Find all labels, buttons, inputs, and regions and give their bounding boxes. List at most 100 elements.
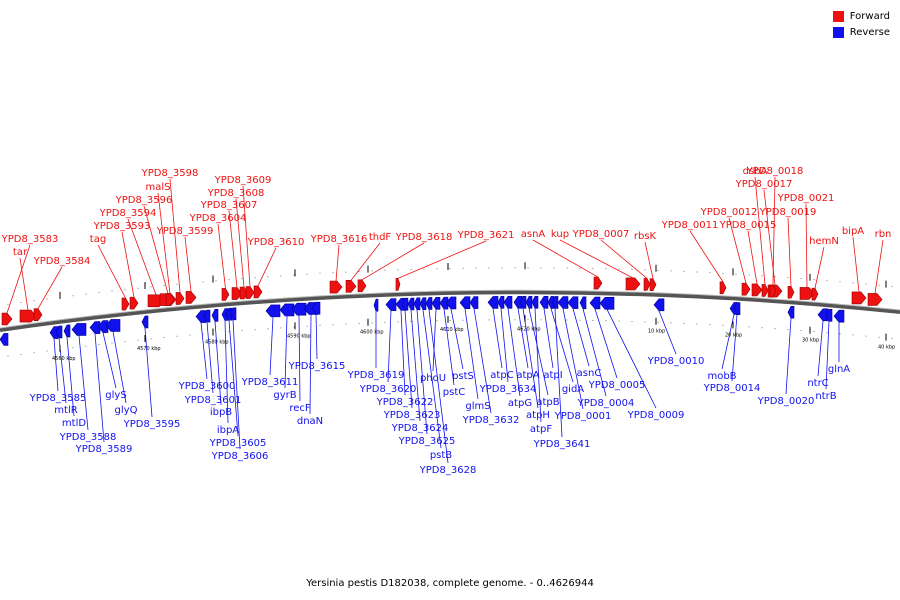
reverse-gene-label: mtlD bbox=[62, 418, 86, 429]
label-leader bbox=[852, 236, 860, 292]
reverse-gene-label: atpB bbox=[536, 397, 559, 408]
reverse-gene-label: asnC bbox=[577, 368, 602, 379]
label-leader bbox=[825, 321, 830, 390]
reverse-gene-label: YPD8_0014 bbox=[703, 383, 761, 394]
reverse-gene-arrow bbox=[733, 302, 741, 315]
reverse-gene-arrow bbox=[445, 296, 457, 310]
label-leader bbox=[443, 309, 455, 386]
tick-label: 4580 kbp bbox=[205, 340, 229, 346]
forward-gene-arrow bbox=[345, 280, 357, 293]
reverse-gene-label: YPD8_3620 bbox=[359, 384, 417, 395]
label-leader bbox=[689, 230, 724, 283]
label-leader bbox=[206, 321, 214, 394]
reverse-gene-label: YPD8_0005 bbox=[588, 380, 646, 391]
tick-label: 4610 kbp bbox=[440, 327, 464, 333]
forward-gene-label: YPD8_3599 bbox=[156, 226, 214, 237]
reverse-gene-arrow bbox=[141, 315, 149, 329]
reverse-gene-label: YPD8_3624 bbox=[391, 423, 449, 434]
forward-gene-label: thdF bbox=[369, 232, 392, 243]
reverse-gene-label: glnA bbox=[828, 364, 850, 375]
reverse-gene-label: glyS bbox=[105, 390, 126, 401]
label-leader bbox=[754, 176, 766, 285]
reverse-gene-label: YPD8_3611 bbox=[241, 377, 299, 388]
forward-gene-label: YPD8_3616 bbox=[310, 234, 368, 245]
label-leader bbox=[242, 185, 251, 287]
label-leader bbox=[582, 308, 607, 397]
reverse-gene-arrow bbox=[265, 304, 281, 318]
forward-gene-label: rbn bbox=[875, 229, 892, 240]
reverse-gene-label: YPD8_3606 bbox=[211, 451, 269, 462]
figure-caption: Yersinia pestis D182038, complete genome… bbox=[306, 578, 594, 589]
reverse-gene-label: YPD8_3619 bbox=[347, 370, 405, 381]
forward-gene-arrow bbox=[33, 308, 43, 322]
tick-label: 30 kbp bbox=[802, 338, 819, 344]
label-leader bbox=[350, 242, 381, 281]
forward-gene-arrow bbox=[221, 288, 230, 301]
forward-gene-arrow bbox=[19, 309, 37, 323]
reverse-gene-arrow bbox=[497, 296, 505, 309]
forward-gene-label: YPD8_3607 bbox=[200, 200, 258, 211]
reverse-gene-arrow bbox=[63, 324, 71, 338]
reverse-gene-label: atpI bbox=[543, 370, 562, 381]
forward-gene-label: malS bbox=[146, 182, 171, 193]
label-leader bbox=[543, 308, 554, 369]
reverse-gene-arrow bbox=[431, 297, 441, 310]
reverse-gene-label: YPD8_3601 bbox=[184, 395, 242, 406]
label-leader bbox=[534, 308, 542, 423]
label-leader bbox=[217, 223, 226, 289]
forward-gene-arrow bbox=[129, 296, 139, 310]
forward-gene-label: bipA bbox=[842, 226, 864, 237]
reverse-gene-arrow bbox=[279, 303, 295, 317]
reverse-gene-label: YPD8_3600 bbox=[178, 381, 236, 392]
forward-gene-label: YPD8_3594 bbox=[99, 208, 157, 219]
reverse-gene-label: dnaN bbox=[297, 416, 323, 427]
reverse-gene-arrow bbox=[71, 323, 87, 336]
reverse-gene-arrow bbox=[825, 308, 833, 322]
forward-gene-label: YPD8_3610 bbox=[247, 237, 305, 248]
label-leader bbox=[410, 309, 421, 422]
label-leader bbox=[562, 308, 584, 410]
reverse-gene-arrow bbox=[599, 296, 615, 310]
label-leader bbox=[157, 192, 171, 294]
label-leader bbox=[644, 241, 654, 279]
label-leader bbox=[450, 308, 464, 370]
forward-gene-label: YPD8_3584 bbox=[33, 256, 91, 267]
forward-gene-label: YPD8_3609 bbox=[214, 175, 272, 186]
forward-gene-label: YPD8_3608 bbox=[207, 188, 265, 199]
reverse-gene-arrow bbox=[469, 296, 479, 309]
forward-gene-arrow bbox=[253, 285, 263, 299]
label-leader bbox=[228, 320, 239, 437]
label-leader bbox=[594, 308, 618, 379]
legend-forward-label: Forward bbox=[849, 10, 890, 22]
forward-gene-arrow bbox=[357, 279, 367, 293]
reverse-gene-arrow bbox=[89, 321, 101, 334]
tick-label: 20 kbp bbox=[725, 332, 742, 338]
label-leader bbox=[315, 314, 318, 360]
reverse-gene-label: gidA bbox=[562, 384, 584, 395]
legend: Forward Reverse bbox=[832, 8, 890, 40]
label-leader bbox=[658, 310, 677, 355]
reverse-gene-arrow bbox=[311, 301, 321, 315]
backbone-highlight bbox=[0, 289, 900, 329]
reverse-gene-label: atpH bbox=[526, 410, 550, 421]
reverse-gene-label: YPD8_3589 bbox=[75, 444, 133, 455]
label-leader bbox=[721, 314, 735, 370]
label-leader bbox=[400, 310, 406, 396]
forward-gene-label: kup bbox=[551, 229, 569, 240]
reverse-gene-label: ntrC bbox=[807, 378, 828, 389]
forward-gene-label: YPD8_3583 bbox=[1, 234, 59, 245]
forward-gene-label: YPD8_3604 bbox=[189, 213, 247, 224]
reverse-gene-arrow bbox=[413, 297, 421, 311]
reverse-gene-label: YPD8_3641 bbox=[533, 439, 591, 450]
label-leader bbox=[144, 327, 153, 418]
reverse-gene-label: ibpB bbox=[210, 407, 232, 418]
label-leader bbox=[559, 239, 634, 279]
reverse-gene-arrow bbox=[525, 295, 533, 309]
label-leader bbox=[473, 308, 492, 414]
label-leader bbox=[19, 257, 29, 311]
genome-backbone bbox=[0, 290, 900, 332]
reverse-gene-arrow bbox=[503, 296, 513, 309]
reverse-swatch bbox=[832, 26, 844, 38]
forward-gene-label: YPD8_0019 bbox=[759, 207, 817, 218]
reverse-gene-label: glmS bbox=[465, 401, 490, 412]
